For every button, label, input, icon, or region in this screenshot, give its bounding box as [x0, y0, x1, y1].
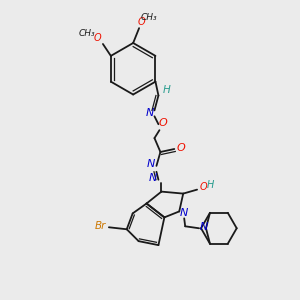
Text: Br: Br [94, 221, 106, 231]
Text: N: N [180, 208, 188, 218]
Text: O: O [137, 17, 145, 27]
Text: CH₃: CH₃ [141, 13, 157, 22]
Text: N: N [145, 108, 154, 118]
Text: N: N [148, 173, 157, 183]
Text: O: O [199, 182, 207, 192]
Text: O: O [159, 118, 168, 128]
Text: O: O [177, 143, 186, 153]
Text: CH₃: CH₃ [79, 28, 95, 38]
Text: H: H [163, 85, 170, 94]
Text: N: N [200, 222, 208, 232]
Text: H: H [206, 180, 214, 190]
Text: O: O [93, 33, 101, 43]
Text: N: N [146, 159, 155, 169]
